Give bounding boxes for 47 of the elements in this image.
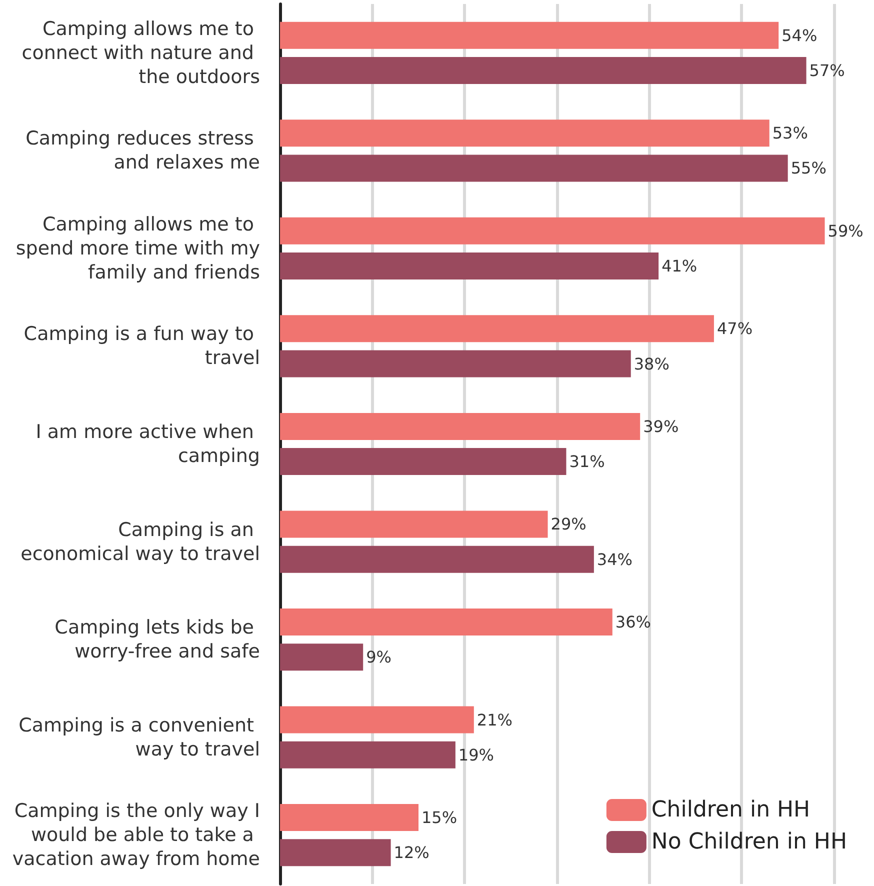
data-label: 15% [422,808,458,828]
y-tick-label: Camping allows me to spend more time with my family and friends [16,213,260,284]
bar [280,448,566,476]
bar [280,510,548,538]
data-label: 34% [596,550,632,569]
legend-label: No Children in HH [651,830,848,854]
y-tick-label: I am more active when camping [36,421,260,467]
bar [280,741,456,768]
bar [280,546,594,573]
y-tick-label: Camping lets kids be worry-free and safe [54,616,260,663]
bar [280,839,391,866]
data-label: 31% [569,452,605,472]
bar [280,22,779,49]
data-label: 12% [394,843,430,862]
bar [280,706,474,734]
legend-label: Children in HH [651,798,810,822]
bar [280,412,640,440]
bar [280,608,612,636]
data-label: 36% [615,612,651,632]
bar [280,56,806,84]
y-tick-label: Camping reduces stress and relaxes me [26,128,260,174]
data-label: 38% [634,354,670,374]
y-tick-label: Camping is an economical way to travel [20,518,260,565]
data-label: 55% [790,158,826,178]
data-label: 41% [662,256,698,276]
data-label: 9% [366,648,392,667]
bar [280,154,788,182]
bar [280,804,418,832]
bar [280,315,714,342]
y-tick-label: Camping allows me to connect with nature and the outdoors [22,18,260,88]
bar [280,350,631,378]
data-label: 19% [458,745,494,764]
data-label: 59% [828,221,864,240]
data-label: 47% [716,319,753,338]
data-label: 39% [643,416,679,436]
bar [280,644,364,671]
bar [280,120,770,147]
bar [280,252,659,280]
data-label: 54% [782,26,818,45]
data-label: 53% [772,124,808,143]
data-label: 21% [476,710,512,730]
data-label: 57% [809,60,845,80]
bar [280,217,825,244]
data-label: 29% [550,514,586,534]
y-tick-label: Camping is a convenient way to travel [18,714,260,760]
y-tick-label: Camping is a fun way to travel [24,323,260,370]
y-tick-label: Camping is the only way I would be able to take a vacation away from home [12,800,260,870]
